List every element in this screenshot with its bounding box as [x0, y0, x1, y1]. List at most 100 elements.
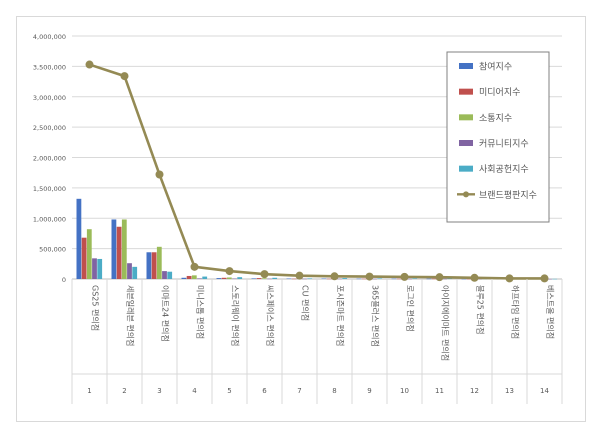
- legend-label: 참여지수: [479, 61, 512, 73]
- bar-5: [412, 278, 418, 279]
- bar-4: [197, 278, 202, 279]
- line-point: [400, 272, 409, 281]
- line-point: [190, 262, 199, 271]
- line-point: [435, 273, 444, 282]
- legend-swatch: [459, 140, 473, 146]
- legend-swatch: [459, 165, 473, 172]
- bar-1: [216, 278, 222, 279]
- bar-1: [251, 278, 257, 279]
- bar-2: [326, 278, 332, 280]
- x-axis: GS25 편의점 1 세븐일레븐 편의점 2 이마트24 편의점 3 미니스톱 편의점 4 스토…: [71, 279, 563, 404]
- bar-5: [552, 278, 558, 280]
- bar-2: [361, 278, 367, 280]
- bar-4: [267, 278, 272, 280]
- y-tick-label: 3,000,000: [33, 94, 66, 102]
- x-category-label: 아이지에이마트 편의점: [441, 285, 451, 361]
- bar-3: [226, 277, 232, 279]
- bar-2: [291, 278, 297, 280]
- bar-4: [302, 278, 307, 280]
- x-category-label: 이마트24 편의점: [161, 285, 171, 342]
- bar-4: [232, 278, 237, 280]
- legend-label: 소통지수: [479, 113, 512, 124]
- x-category-label: 365플러스 편의점: [371, 285, 381, 347]
- bar-1: [426, 278, 432, 280]
- x-index-label: 4: [192, 387, 197, 395]
- bar-4: [407, 278, 412, 280]
- bar-4: [337, 278, 342, 280]
- bar-5: [272, 277, 278, 279]
- x-category-label: 세븐일레븐 편의점: [126, 285, 136, 346]
- legend-swatch: [459, 88, 473, 95]
- y-tick-label: 3,500,000: [33, 63, 66, 71]
- bar-2: [116, 226, 122, 279]
- x-category-label: 씨스페이스 편의점: [266, 285, 276, 346]
- line-point: [295, 271, 304, 280]
- legend-swatch: [459, 63, 473, 69]
- line-point: [155, 170, 164, 179]
- line-point: [505, 274, 514, 283]
- line-point: [330, 272, 339, 281]
- x-category-label: CU 편의점: [301, 285, 311, 321]
- x-index-label: 8: [332, 387, 336, 395]
- legend-swatch-marker: [463, 191, 469, 198]
- y-tick-label: 2,000,000: [33, 155, 66, 163]
- bar-5: [447, 278, 453, 280]
- line-point: [540, 274, 549, 283]
- line-path: [89, 63, 545, 280]
- x-index-label: 6: [262, 387, 267, 395]
- bar-4: [547, 278, 552, 280]
- line-point: [365, 272, 374, 281]
- bar-2: [151, 252, 157, 279]
- x-index-label: 13: [505, 387, 514, 395]
- line-point: [120, 72, 129, 81]
- bar-5: [237, 277, 243, 279]
- x-index-label: 12: [470, 387, 479, 395]
- y-tick-label: 2,500,000: [33, 124, 66, 132]
- x-index-label: 5: [227, 387, 231, 395]
- bar-5: [377, 278, 383, 279]
- bar-1: [356, 278, 362, 280]
- legend-label: 미디어지수: [479, 87, 520, 98]
- bar-1: [111, 219, 117, 279]
- bar-1: [391, 278, 397, 280]
- bar-5: [132, 266, 138, 279]
- y-tick-label: 500,000: [39, 246, 66, 254]
- x-index-label: 14: [540, 387, 549, 395]
- line-point: [470, 273, 479, 282]
- bar-3: [261, 278, 267, 279]
- brand-index-line: [85, 60, 549, 283]
- bar-3: [121, 219, 127, 279]
- x-category-label: 로그인 편의점: [406, 285, 416, 332]
- bar-5: [342, 278, 348, 279]
- bar-2: [466, 278, 472, 280]
- bar-4: [442, 278, 447, 280]
- bar-1: [146, 252, 152, 279]
- x-category-label: GS25 편의점: [91, 285, 101, 331]
- line-point: [225, 267, 234, 276]
- bar-4: [372, 278, 377, 280]
- x-category-label: 포시즌마트 편의점: [336, 285, 346, 346]
- x-category-label: 베스트올 편의점: [546, 285, 556, 339]
- bar-1: [181, 277, 187, 279]
- x-index-label: 9: [367, 387, 371, 395]
- bars: [76, 198, 558, 280]
- legend-swatch: [459, 114, 473, 121]
- legend-label: 브랜드평판지수: [479, 190, 537, 201]
- bar-2: [256, 278, 262, 279]
- bar-2: [186, 275, 192, 279]
- legend-label: 커뮤니티지수: [479, 139, 529, 150]
- bar-1: [461, 278, 467, 280]
- x-category-label: 미니스톱 편의점: [196, 285, 206, 339]
- bar-3: [191, 275, 197, 279]
- y-axis: 0 500,000 1,000,000 1,500,000 2,000,000 2,500…: [33, 33, 66, 284]
- bar-1: [321, 278, 327, 280]
- bar-5: [307, 278, 313, 279]
- bar-5: [202, 276, 208, 279]
- bar-2: [221, 277, 227, 279]
- x-index-label: 7: [297, 387, 301, 395]
- bar-3: [156, 246, 162, 279]
- line-point: [260, 270, 269, 279]
- y-tick-label: 1,500,000: [33, 185, 66, 193]
